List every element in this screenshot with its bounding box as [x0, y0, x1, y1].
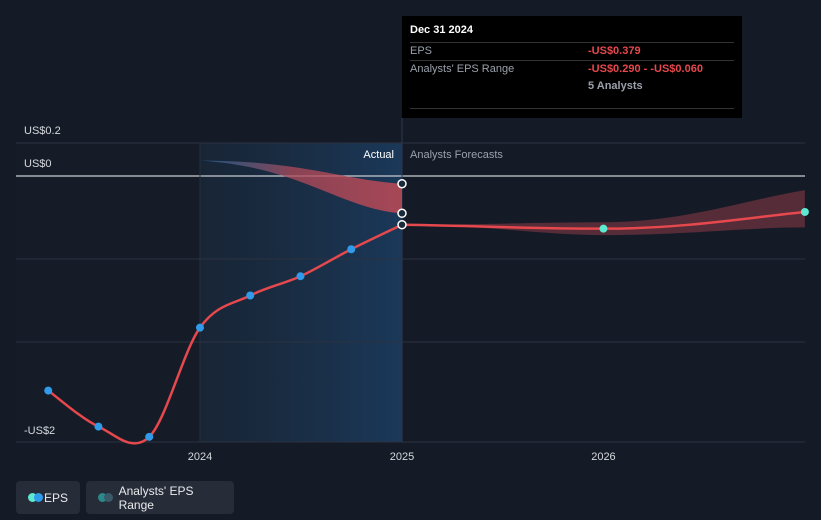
hover-tooltip: Dec 31 2024 EPS -US$0.379 Analysts' EPS …: [402, 16, 742, 118]
y-tick-label: US$0: [24, 158, 52, 170]
eps-actual-line: [47, 223, 403, 445]
x-tick-label: 2026: [591, 451, 615, 463]
range-high-marker: [397, 178, 407, 189]
eps-point-marker: [296, 272, 305, 281]
eps-point-marker: [347, 245, 356, 254]
y-tick-label: US$0.2: [24, 125, 61, 137]
tooltip-eps-value: -US$0.379: [588, 45, 641, 57]
tooltip-row-analysts: 5 Analysts: [410, 78, 734, 95]
tooltip-range-value: -US$0.290 - -US$0.060: [588, 63, 703, 75]
pre-range-background: [16, 143, 200, 442]
tooltip-row-eps: EPS -US$0.379: [410, 42, 734, 60]
x-tick-label: 2025: [390, 451, 414, 463]
eps-legend-icon: [28, 493, 43, 502]
tooltip-eps-label: EPS: [410, 45, 433, 57]
range-legend-icon: [98, 493, 113, 502]
eps-point-marker: [196, 323, 204, 332]
x-tick-label: 2024: [188, 451, 212, 463]
tooltip-divider: [410, 108, 734, 109]
tooltip-analysts-count: 5 Analysts: [588, 80, 643, 92]
past-estimate-range-band: [200, 160, 402, 214]
y-tick-label: -US$2: [24, 425, 55, 437]
eps-forecast-marker: [800, 207, 809, 216]
tooltip-range-label: Analysts' EPS Range: [410, 63, 515, 75]
legend-eps-button[interactable]: EPS: [16, 481, 80, 514]
legend-range-label: Analysts' EPS Range: [118, 483, 194, 512]
eps-point-marker: [246, 291, 255, 300]
eps-point-marker: [145, 432, 154, 441]
eps-chart: US$0.2 US$0 -US$2 2024 2025 2026 Actual Analyst…: [16, 118, 809, 463]
tooltip-row-range: Analysts' EPS Range -US$0.290 - -US$0.06…: [410, 60, 734, 78]
range-low-marker: [397, 208, 407, 219]
actual-label: Actual: [363, 149, 394, 161]
eps-forecast-marker: [599, 224, 608, 233]
legend-eps-label: EPS: [43, 490, 68, 505]
eps-point-marker: [44, 386, 53, 395]
forecast-label: Analysts Forecasts: [410, 149, 503, 161]
eps-point-marker: [94, 422, 103, 431]
legend-range-button[interactable]: Analysts' EPS Range: [86, 481, 234, 514]
eps-current-marker: [397, 219, 407, 230]
tooltip-date: Dec 31 2024: [410, 24, 473, 36]
